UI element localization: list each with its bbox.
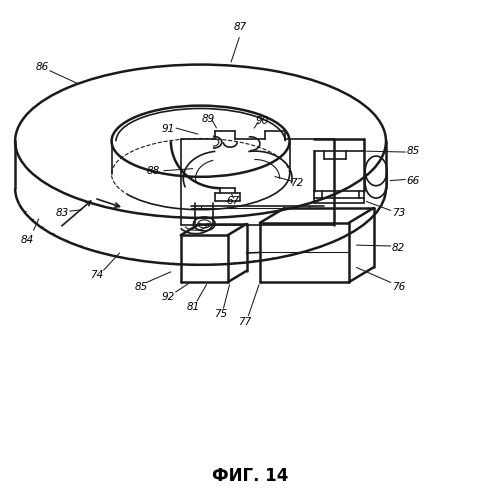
Text: 67: 67: [226, 196, 239, 205]
Text: 77: 77: [238, 316, 252, 326]
Text: 74: 74: [90, 270, 104, 280]
Text: 92: 92: [162, 292, 175, 302]
Text: 85: 85: [406, 146, 420, 156]
Text: 90: 90: [256, 116, 269, 126]
Text: 83: 83: [56, 208, 68, 218]
Text: 91: 91: [162, 124, 175, 134]
Text: 88: 88: [147, 166, 160, 176]
Text: 89: 89: [202, 114, 214, 124]
Text: 73: 73: [392, 208, 405, 218]
Text: 66: 66: [406, 176, 420, 186]
Text: 75: 75: [214, 310, 227, 320]
Text: 85: 85: [134, 282, 148, 292]
Text: 86: 86: [36, 62, 49, 72]
Text: 87: 87: [234, 22, 246, 32]
Text: 72: 72: [290, 178, 304, 188]
Text: 81: 81: [186, 302, 200, 312]
Text: 84: 84: [21, 235, 34, 245]
Text: 76: 76: [392, 282, 405, 292]
Text: ФИГ. 14: ФИГ. 14: [212, 467, 288, 485]
Text: 82: 82: [392, 242, 405, 252]
